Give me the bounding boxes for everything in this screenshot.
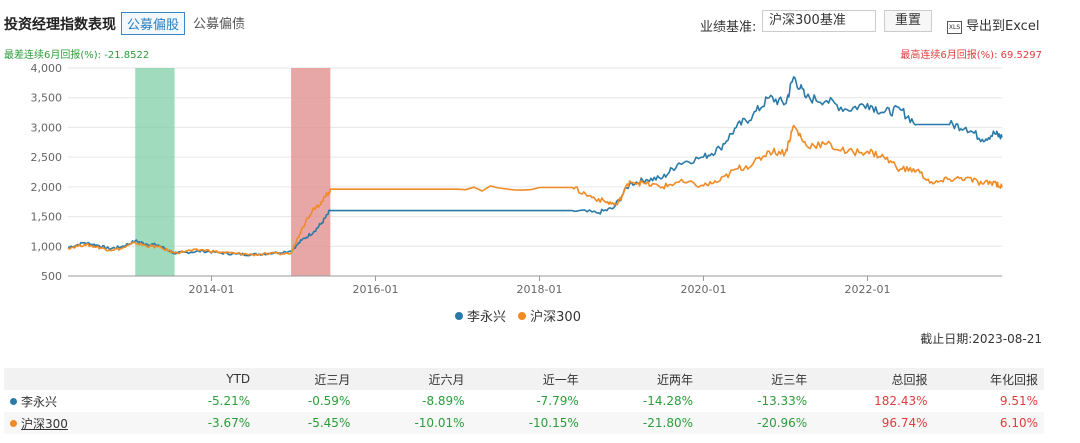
table-cell: -5.45% — [256, 412, 357, 434]
table-cell: 9.51% — [933, 390, 1044, 412]
column-header: 近三月 — [256, 368, 357, 390]
table-row: 沪深300 -3.67% -5.45% -10.01% -10.15% -21.… — [4, 412, 1044, 434]
best-label: 最高连续6月回报(%): — [900, 50, 998, 61]
x-tick-label: 2014-01 — [189, 283, 235, 296]
table-cell: 96.74% — [813, 412, 934, 434]
table-cell: -0.59% — [256, 390, 357, 412]
y-tick-label: 3,500 — [31, 92, 63, 105]
legend-label-benchmark: 沪深300 — [530, 310, 581, 325]
best-value: 69.5297 — [1000, 50, 1042, 61]
series-line — [67, 76, 1003, 257]
row-name-label: 沪深300 — [21, 416, 68, 431]
y-tick-label: 2,500 — [31, 151, 63, 164]
export-excel-button[interactable]: XLS 导出到Excel — [947, 15, 1039, 34]
cutoff-date: 截止日期:2023-08-21 — [920, 332, 1042, 346]
export-label: 导出到Excel — [966, 19, 1040, 34]
performance-table: YTD 近三月 近六月 近一年 近两年 近三年 总回报 年化回报 李永兴 -5.… — [4, 368, 1044, 434]
page-title: 投资经理指数表现 — [4, 17, 116, 33]
excel-icon: XLS — [947, 21, 962, 34]
table-cell: -10.15% — [470, 412, 585, 434]
x-tick-label: 2020-01 — [681, 283, 727, 296]
index-line-chart: 500 1,000 1,500 2,000 2,500 3,000 3,500 4,000 20… — [31, 62, 1003, 296]
worst-label: 最差连续6月回报(%): — [4, 50, 102, 61]
column-header: 年化回报 — [933, 368, 1044, 390]
table-cell: -8.89% — [356, 390, 471, 412]
row-name[interactable]: 沪深300 — [4, 412, 156, 434]
worst-6m-return: 最差连续6月回报(%): -21.8522 — [4, 46, 149, 61]
legend-dot-benchmark — [518, 312, 527, 320]
column-header — [4, 368, 156, 390]
table-cell: -14.28% — [584, 390, 699, 412]
y-tick-label: 500 — [41, 270, 62, 283]
column-header: 近两年 — [584, 368, 699, 390]
table-row: 李永兴 -5.21% -0.59% -8.89% -7.79% -14.28% … — [4, 390, 1044, 412]
series-dot — [10, 397, 17, 405]
table-cell: -13.33% — [699, 390, 814, 412]
series-line — [67, 124, 1003, 257]
best-6m-return: 最高连续6月回报(%): 69.5297 — [900, 46, 1042, 61]
table-cell: -20.96% — [699, 412, 814, 434]
row-name-label: 李永兴 — [21, 394, 58, 409]
column-header: 总回报 — [813, 368, 934, 390]
legend-item-benchmark[interactable]: 沪深300 — [518, 310, 581, 325]
legend-item-manager[interactable]: 李永兴 — [455, 310, 506, 325]
table-cell: -7.79% — [470, 390, 585, 412]
y-tick-label: 1,000 — [31, 240, 63, 253]
table-cell: 6.10% — [933, 412, 1044, 434]
toolbar: 投资经理指数表现 公募偏股 公募偏债 业绩基准: 沪深300基准 重置 XLS 导… — [0, 6, 1050, 38]
y-tick-label: 3,000 — [31, 121, 63, 134]
column-header: 近一年 — [470, 368, 585, 390]
table-header-row: YTD 近三月 近六月 近一年 近两年 近三年 总回报 年化回报 — [4, 368, 1044, 390]
column-header: YTD — [156, 368, 257, 390]
benchmark-input[interactable]: 沪深300基准 — [762, 10, 876, 32]
column-header: 近六月 — [356, 368, 471, 390]
legend-label-manager: 李永兴 — [467, 310, 507, 325]
x-tick-label: 2018-01 — [517, 283, 563, 296]
highlight-band — [291, 68, 331, 276]
y-tick-label: 1,500 — [31, 211, 63, 224]
table-cell: -5.21% — [156, 390, 257, 412]
x-tick-label: 2022-01 — [845, 283, 891, 296]
table-cell: -21.80% — [584, 412, 699, 434]
reset-button[interactable]: 重置 — [884, 10, 932, 32]
chart-legend: 李永兴 沪深300 — [455, 306, 589, 325]
y-tick-label: 4,000 — [31, 62, 63, 75]
table-cell: -10.01% — [356, 412, 471, 434]
benchmark-label: 业绩基准: — [700, 20, 757, 35]
worst-value: -21.8522 — [104, 50, 150, 61]
table-cell: 182.43% — [813, 390, 934, 412]
series-dot — [10, 419, 17, 427]
y-tick-label: 2,000 — [31, 181, 63, 194]
table-cell: -3.67% — [156, 412, 257, 434]
row-name[interactable]: 李永兴 — [4, 390, 156, 412]
column-header: 近三年 — [699, 368, 814, 390]
tab-bond-funds[interactable]: 公募偏债 — [193, 17, 246, 32]
legend-dot-manager — [455, 312, 463, 320]
tab-equity-funds[interactable]: 公募偏股 — [121, 12, 186, 35]
x-tick-label: 2016-01 — [353, 283, 399, 296]
